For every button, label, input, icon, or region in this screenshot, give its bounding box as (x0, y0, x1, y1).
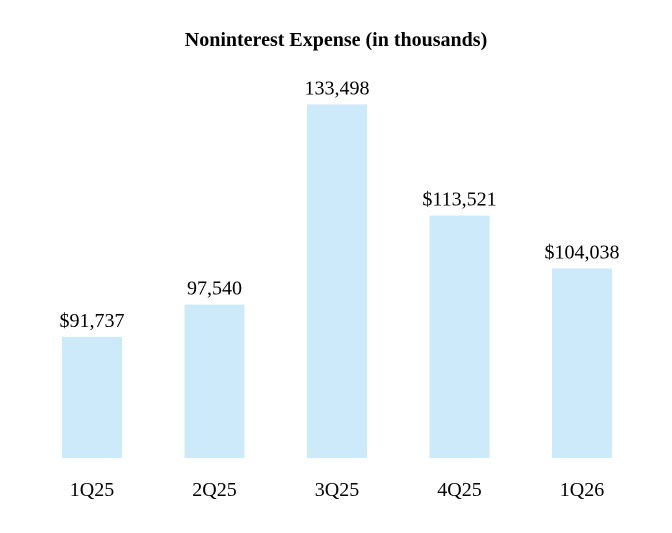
bars-group (62, 104, 612, 459)
category-label-1q26: 1Q26 (560, 479, 604, 501)
value-label-4q25: $113,521 (422, 189, 496, 211)
value-label-3q25: 133,498 (305, 77, 370, 99)
category-label-4q25: 4Q25 (437, 479, 481, 501)
bar-4q25 (429, 215, 490, 458)
value-label-2q25: 97,540 (187, 278, 242, 300)
bar-3q25 (307, 104, 367, 459)
value-label-1q26: $104,038 (545, 241, 620, 263)
bar-2q25 (184, 304, 245, 458)
bar-1q25 (62, 336, 122, 458)
category-label-3q25: 3Q25 (315, 479, 359, 501)
chart-title: Noninterest Expense (in thousands) (185, 29, 487, 51)
category-label-1q25: 1Q25 (70, 479, 114, 501)
category-labels-group: 1Q25 2Q25 3Q25 4Q25 1Q26 (70, 479, 604, 501)
category-label-2q25: 2Q25 (192, 479, 236, 501)
value-labels-group: $91,737 97,540 133,498 $113,521 $104,038 (60, 77, 620, 332)
value-label-1q25: $91,737 (60, 310, 125, 332)
bar-1q26 (552, 268, 612, 458)
